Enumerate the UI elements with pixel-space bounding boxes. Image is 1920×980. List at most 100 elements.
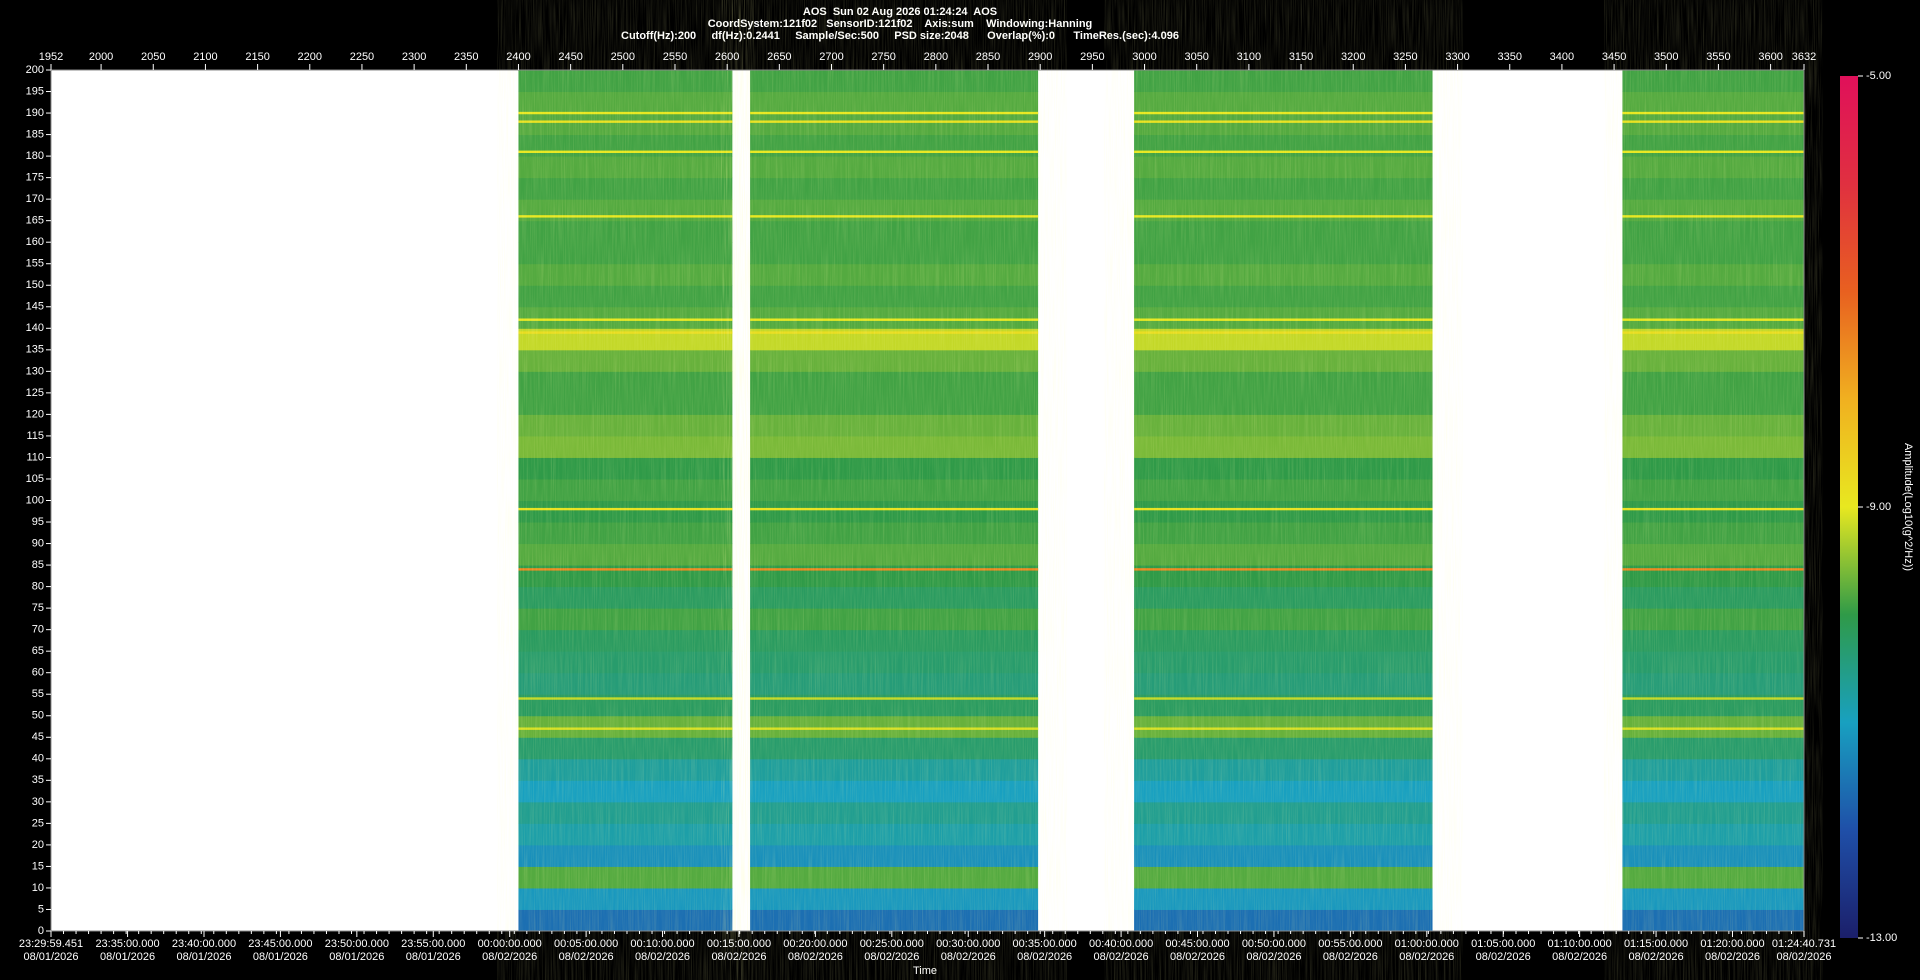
x-tick-label: 2350	[454, 51, 478, 63]
x-tick-label: 3000	[1132, 51, 1156, 63]
time-tick-label: 00:15:00.000	[707, 938, 771, 950]
time-tick-label: 00:50:00.000	[1242, 938, 1306, 950]
x-tick-label: 2400	[506, 51, 530, 63]
y-tick-label: 65	[32, 645, 44, 657]
time-tick-label: 23:35:00.000	[95, 938, 159, 950]
y-tick-label: 160	[26, 236, 44, 248]
texture	[518, 70, 733, 931]
texture	[750, 70, 1039, 931]
time-tick-date: 08/02/2026	[559, 951, 614, 963]
y-tick-label: 0	[38, 925, 44, 937]
colorbar-tick-label: -9.00	[1866, 501, 1891, 513]
colorbar-label: Amplitude(Log10(g^2/Hz))	[1902, 443, 1914, 571]
time-tick-label: 01:10:00.000	[1548, 938, 1612, 950]
time-tick-date: 08/01/2026	[253, 951, 308, 963]
time-tick-label: 01:24:40.731	[1772, 938, 1836, 950]
y-tick-label: 40	[32, 753, 44, 765]
y-tick-label: 15	[32, 860, 44, 872]
x-tick-label: 2700	[819, 51, 843, 63]
x-tick-label: 2150	[245, 51, 269, 63]
x-tick-label: 1952	[39, 51, 63, 63]
colorbar-tick-label: -13.00	[1866, 932, 1897, 944]
y-tick-label: 145	[26, 301, 44, 313]
y-tick-label: 100	[26, 494, 44, 506]
x-tick-label: 2500	[611, 51, 635, 63]
x-tick-label: 2850	[976, 51, 1000, 63]
y-tick-label: 110	[26, 451, 44, 463]
x-tick-label: 3450	[1602, 51, 1626, 63]
y-tick-label: 95	[32, 516, 44, 528]
time-tick-date: 08/01/2026	[176, 951, 231, 963]
y-tick-label: 70	[32, 624, 44, 636]
time-tick-date: 08/02/2026	[788, 951, 843, 963]
time-tick-label: 00:10:00.000	[630, 938, 694, 950]
time-tick-label: 23:45:00.000	[248, 938, 312, 950]
y-tick-label: 130	[26, 365, 44, 377]
texture	[1622, 70, 1804, 931]
y-tick-label: 25	[32, 817, 44, 829]
x-tick-label: 2200	[298, 51, 322, 63]
x-tick-label: 3600	[1758, 51, 1782, 63]
y-tick-label: 200	[26, 64, 44, 76]
y-tick-label: 105	[26, 473, 44, 485]
x-tick-label: 3550	[1706, 51, 1730, 63]
y-tick-label: 120	[26, 408, 44, 420]
y-tick-label: 5	[38, 903, 44, 915]
y-tick-label: 85	[32, 559, 44, 571]
time-tick-date: 08/02/2026	[1246, 951, 1301, 963]
x-tick-label: 3632	[1792, 51, 1816, 63]
y-tick-label: 30	[32, 796, 44, 808]
time-tick-date: 08/01/2026	[329, 951, 384, 963]
time-tick-label: 23:55:00.000	[401, 938, 465, 950]
time-tick-date: 08/02/2026	[1476, 951, 1531, 963]
x-tick-label: 2300	[402, 51, 426, 63]
y-tick-label: 155	[26, 258, 44, 270]
y-tick-label: 125	[26, 387, 44, 399]
y-tick-label: 60	[32, 667, 44, 679]
y-tick-label: 135	[26, 344, 44, 356]
time-tick-label: 00:55:00.000	[1318, 938, 1382, 950]
x-tick-label: 3200	[1341, 51, 1365, 63]
x-axis-label: Time	[913, 965, 937, 977]
y-tick-label: 90	[32, 537, 44, 549]
x-tick-label: 2450	[558, 51, 582, 63]
time-tick-date: 08/02/2026	[1629, 951, 1684, 963]
colorbar	[1840, 76, 1858, 938]
time-tick-label: 01:15:00.000	[1624, 938, 1688, 950]
chart-subtitle: Cutoff(Hz):200 df(Hz):0.2441 Sample/Sec:…	[621, 30, 1179, 42]
time-tick-date: 08/02/2026	[864, 951, 919, 963]
y-tick-label: 150	[26, 279, 44, 291]
time-tick-date: 08/01/2026	[100, 951, 155, 963]
y-tick-label: 195	[26, 85, 44, 97]
y-tick-label: 115	[26, 430, 44, 442]
time-tick-label: 23:50:00.000	[325, 938, 389, 950]
chart-subtitle: CoordSystem:121f02 SensorID:121f02 Axis:…	[708, 18, 1093, 30]
y-tick-label: 55	[32, 688, 44, 700]
time-tick-label: 00:35:00.000	[1013, 938, 1077, 950]
y-tick-label: 175	[26, 172, 44, 184]
time-tick-label: 00:00:00.000	[478, 938, 542, 950]
time-tick-label: 23:29:59.451	[19, 938, 83, 950]
time-tick-date: 08/02/2026	[1323, 951, 1378, 963]
y-tick-label: 75	[32, 602, 44, 614]
x-tick-label: 2250	[350, 51, 374, 63]
x-tick-label: 2650	[767, 51, 791, 63]
time-tick-date: 08/02/2026	[1170, 951, 1225, 963]
y-tick-label: 165	[26, 215, 44, 227]
time-tick-label: 00:20:00.000	[783, 938, 847, 950]
x-tick-label: 3300	[1445, 51, 1469, 63]
time-tick-date: 08/02/2026	[1705, 951, 1760, 963]
x-tick-label: 3150	[1289, 51, 1313, 63]
x-tick-label: 2800	[924, 51, 948, 63]
colorbar-tick-label: -5.00	[1866, 70, 1891, 82]
y-tick-label: 10	[32, 882, 44, 894]
x-tick-label: 3050	[1184, 51, 1208, 63]
y-tick-label: 45	[32, 731, 44, 743]
time-tick-label: 01:20:00.000	[1700, 938, 1764, 950]
time-tick-label: 01:05:00.000	[1471, 938, 1535, 950]
time-tick-label: 23:40:00.000	[172, 938, 236, 950]
time-tick-label: 00:40:00.000	[1089, 938, 1153, 950]
x-tick-label: 3400	[1550, 51, 1574, 63]
y-tick-label: 170	[26, 193, 44, 205]
